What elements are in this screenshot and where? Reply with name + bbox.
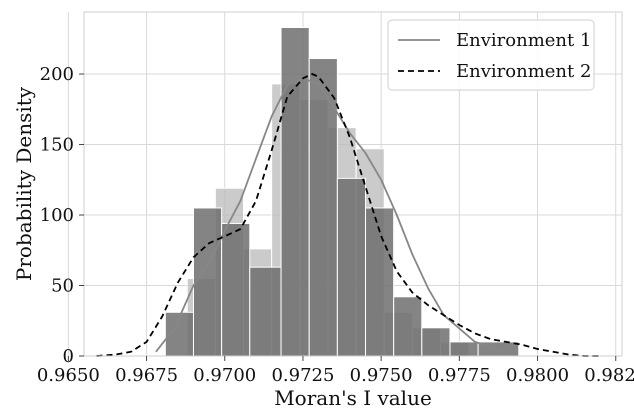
legend: Environment 1 Environment 2 [387, 19, 595, 91]
y-tick-label: 150 [40, 135, 74, 156]
x-tick-label: 0.9725 [271, 365, 334, 386]
x-tick-label: 0.9800 [506, 365, 569, 386]
kde-line-environment-2 [96, 73, 601, 357]
y-tick-label: 0 [63, 346, 74, 367]
histogram-bar-environment-2 [365, 207, 395, 357]
kde-line-environment-1 [155, 77, 507, 353]
y-tick-label: 50 [51, 276, 74, 297]
kde-layer [96, 73, 601, 357]
histogram-bar-environment-2 [421, 327, 451, 357]
x-tick-label: 0.9825 [584, 365, 634, 386]
x-tick-label: 0.9775 [428, 365, 491, 386]
histogram-bar-environment-2 [192, 207, 223, 357]
bars-layer [164, 27, 520, 357]
legend-box [387, 19, 595, 91]
x-tick-label: 0.9700 [193, 365, 256, 386]
histogram-bar-environment-2 [393, 296, 423, 357]
x-axis-label: Moran's I value [274, 386, 432, 410]
y-axis-label: Probability Density [12, 86, 36, 281]
x-tick-label: 0.9750 [350, 365, 413, 386]
histogram-bar-environment-2 [249, 266, 282, 357]
plot-frame [83, 11, 623, 357]
histogram-bar-environment-2 [221, 222, 251, 357]
y-tick-label: 200 [40, 64, 74, 85]
legend-label-environment-2: Environment 2 [456, 61, 591, 82]
x-tick-label: 0.9650 [37, 365, 100, 386]
y-tick-label: 100 [40, 205, 74, 226]
histogram-bar-environment-2 [336, 177, 367, 357]
ticks-layer: 0.9650 0.9675 0.9700 0.9725 0.9750 0.9775 0.98… [37, 64, 634, 386]
x-tick-label: 0.9675 [115, 365, 178, 386]
histogram-bar-environment-2 [449, 341, 479, 357]
legend-label-environment-1: Environment 1 [456, 30, 591, 51]
histogram-bar-environment-2 [308, 58, 338, 357]
